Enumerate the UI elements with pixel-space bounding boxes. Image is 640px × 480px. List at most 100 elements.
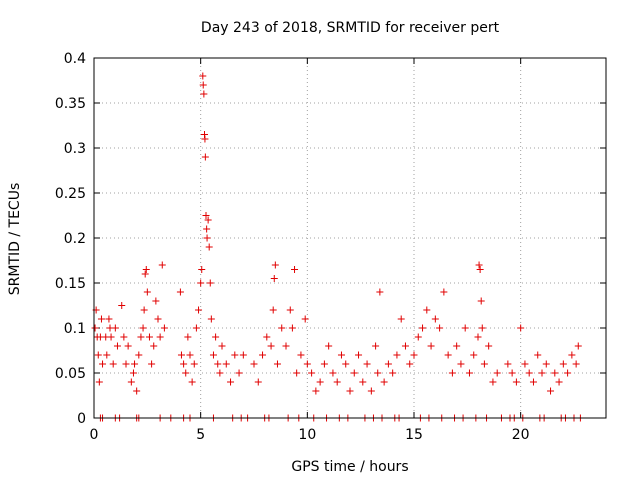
data-point [384, 360, 392, 368]
data-point [111, 324, 119, 332]
data-point [158, 261, 166, 269]
data-point [218, 342, 226, 350]
data-point [231, 351, 239, 359]
data-point [97, 315, 105, 323]
data-point [278, 324, 286, 332]
data-point [91, 324, 99, 332]
data-point [475, 261, 483, 269]
data-point [188, 378, 196, 386]
data-point [222, 360, 230, 368]
data-point [286, 306, 294, 314]
data-point [320, 360, 328, 368]
data-point [414, 333, 422, 341]
data-point [342, 360, 350, 368]
data-point [410, 351, 418, 359]
data-point [350, 369, 358, 377]
data-point [538, 369, 546, 377]
data-point [239, 351, 247, 359]
data-point [127, 378, 135, 386]
x-tick-label: 5 [196, 427, 205, 443]
data-point [197, 279, 205, 287]
data-point [122, 360, 130, 368]
data-point [406, 360, 414, 368]
data-point [431, 315, 439, 323]
data-point [105, 315, 113, 323]
data-point [267, 342, 275, 350]
data-point [118, 302, 126, 309]
y-tick-label: 0.4 [64, 51, 86, 67]
data-point [363, 360, 371, 368]
data-point [564, 369, 572, 377]
data-point [99, 360, 107, 368]
data-point [480, 360, 488, 368]
data-point [192, 324, 200, 332]
data-point [427, 342, 435, 350]
data-point [303, 360, 311, 368]
data-point [512, 378, 520, 386]
data-point [214, 360, 222, 368]
data-point [551, 369, 559, 377]
data-point [474, 333, 482, 341]
y-tick-label: 0.2 [64, 231, 86, 247]
data-point [227, 378, 235, 386]
data-point [508, 369, 516, 377]
data-point [359, 378, 367, 386]
data-point [212, 333, 220, 341]
data-point [207, 315, 215, 323]
data-point [476, 266, 484, 273]
data-point [444, 351, 452, 359]
data-point [374, 369, 382, 377]
data-point [574, 342, 582, 350]
y-tick-label: 0.25 [55, 186, 86, 202]
data-point [389, 369, 397, 377]
data-point [199, 72, 207, 80]
data-point [201, 135, 209, 143]
y-tick-label: 0.3 [64, 141, 86, 157]
data-point [200, 90, 208, 98]
data-point [397, 315, 405, 323]
data-point [203, 234, 211, 242]
data-point [525, 369, 533, 377]
data-point [202, 212, 210, 219]
ticks: 0 0.05 0.1 0.15 0.2 0.25 0.3 0.35 0.4 0 5 10 15 20 [55, 51, 606, 443]
data-point [461, 324, 469, 332]
data-point [270, 275, 278, 282]
data-point [380, 378, 388, 386]
data-point [401, 342, 409, 350]
data-point [333, 378, 341, 386]
x-axis-label: GPS time / hours [291, 459, 408, 475]
y-tick-label: 0.05 [55, 366, 86, 382]
data-point [337, 351, 345, 359]
data-point [129, 369, 137, 377]
data-point [436, 324, 444, 332]
data-point [521, 360, 529, 368]
data-point [297, 351, 305, 359]
data-point [293, 369, 301, 377]
data-point [470, 351, 478, 359]
data-point [282, 342, 290, 350]
data-point [393, 351, 401, 359]
data-point [180, 360, 188, 368]
data-point [419, 324, 427, 332]
data-point [198, 266, 206, 273]
data-point [376, 288, 384, 296]
grid [93, 57, 606, 419]
data-point [216, 369, 224, 377]
data-point [201, 153, 209, 161]
data-point [329, 369, 337, 377]
data-point [572, 360, 580, 368]
data-point [312, 387, 320, 395]
data-point [190, 360, 198, 368]
data-point [150, 342, 158, 350]
data-point [477, 297, 485, 305]
y-tick-label: 0.15 [55, 276, 86, 292]
data-point [440, 288, 448, 296]
data-point [542, 360, 550, 368]
y-axis-label: SRMTID / TECUs [7, 183, 23, 296]
data-point [135, 351, 143, 359]
data-point [120, 333, 128, 341]
data-point [206, 279, 214, 287]
data-point [177, 351, 185, 359]
data-point [94, 351, 102, 359]
data-point [493, 369, 501, 377]
